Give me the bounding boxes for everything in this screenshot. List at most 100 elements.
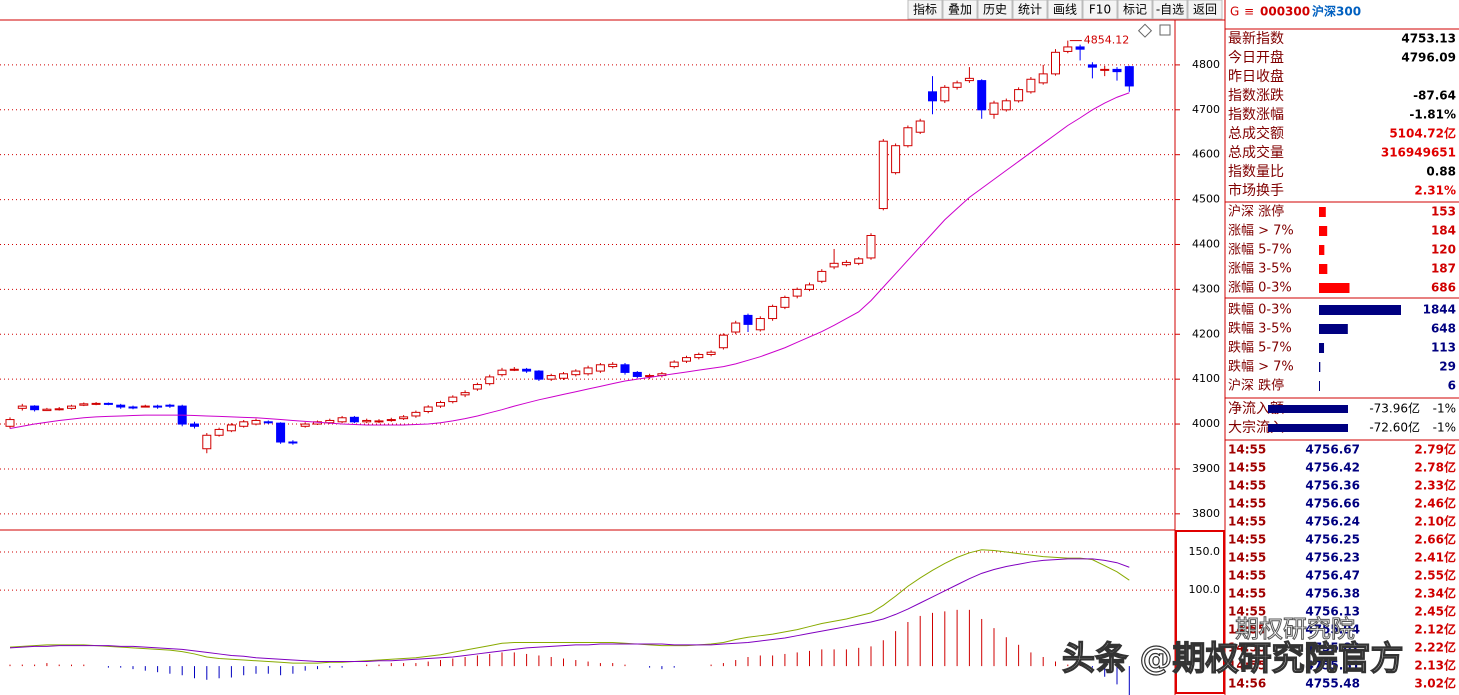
flow-amount: -72.60亿 bbox=[1369, 420, 1420, 435]
tick-time: 14:55 bbox=[1228, 515, 1266, 529]
window-icon[interactable] bbox=[1159, 24, 1171, 36]
breadth-count: 686 bbox=[1431, 281, 1456, 295]
tick-price: 4755.94 bbox=[1305, 623, 1360, 637]
tick-time: 14:55 bbox=[1228, 569, 1266, 583]
toolbar-button[interactable] bbox=[942, 0, 978, 20]
candle-body bbox=[768, 305, 778, 320]
toolbar-label[interactable]: 标记 bbox=[1123, 3, 1147, 17]
quote-value: 2.31% bbox=[1414, 184, 1456, 198]
candle-body bbox=[5, 419, 15, 427]
candle-body bbox=[706, 351, 716, 355]
breadth-label: 跌幅 0-3% bbox=[1228, 302, 1292, 318]
toolbar-button[interactable] bbox=[1117, 0, 1153, 20]
tick-amount: 2.45亿 bbox=[1414, 604, 1456, 619]
quote-value: 0.88 bbox=[1426, 165, 1456, 179]
toolbar-label[interactable]: F10 bbox=[1089, 3, 1111, 17]
tick-time: 14:55 bbox=[1228, 461, 1266, 475]
candle-body bbox=[645, 375, 655, 378]
breadth-label: 涨幅 5-7% bbox=[1228, 243, 1292, 258]
candle-body bbox=[103, 402, 113, 405]
candle-body bbox=[928, 91, 937, 102]
toolbar-button[interactable] bbox=[907, 0, 943, 20]
y-tick-label: 4300 bbox=[1192, 282, 1220, 295]
toolbar-button[interactable] bbox=[1187, 0, 1223, 20]
breadth-label: 跌幅 3-5% bbox=[1228, 321, 1292, 337]
quote-value: -87.64 bbox=[1413, 89, 1456, 103]
tick-time: 14:55 bbox=[1228, 551, 1266, 565]
toolbar-label[interactable]: -自选 bbox=[1156, 3, 1184, 17]
candle-body bbox=[226, 424, 236, 432]
candle-body bbox=[386, 419, 396, 422]
y-tick-label: 4400 bbox=[1192, 237, 1220, 250]
candle-body bbox=[1038, 73, 1048, 84]
y-tick-label: 4600 bbox=[1192, 148, 1220, 161]
tick-price: 4756.67 bbox=[1305, 443, 1360, 457]
candle-body bbox=[755, 318, 765, 331]
candle-body bbox=[559, 373, 568, 379]
candle-body bbox=[239, 421, 249, 427]
toolbar-button[interactable] bbox=[1047, 0, 1083, 20]
tick-amount: 2.34亿 bbox=[1414, 586, 1456, 601]
candle-body bbox=[472, 384, 482, 390]
candle-body bbox=[915, 120, 925, 133]
candle-body bbox=[300, 423, 310, 427]
tick-price: 4756.66 bbox=[1305, 497, 1360, 511]
quote-value: 5104.72亿 bbox=[1389, 126, 1456, 141]
tick-price: 4756.25 bbox=[1305, 533, 1360, 547]
breadth-count: 153 bbox=[1431, 205, 1456, 219]
candle-body bbox=[17, 405, 27, 409]
toolbar-button[interactable] bbox=[1012, 0, 1048, 20]
toolbar-label[interactable]: 叠加 bbox=[948, 3, 972, 17]
candle-body bbox=[54, 408, 64, 411]
breadth-bar bbox=[1319, 226, 1328, 236]
toolbar-label[interactable]: 历史 bbox=[983, 3, 1007, 17]
tick-time: 14:55 bbox=[1228, 587, 1266, 601]
macd-line bbox=[9, 549, 1130, 664]
candle-body bbox=[1112, 68, 1122, 73]
toolbar-button[interactable] bbox=[977, 0, 1013, 20]
candle-body bbox=[829, 262, 839, 268]
toolbar-label[interactable]: 指标 bbox=[913, 2, 937, 17]
watermark-small: 期权研究院 bbox=[1235, 615, 1355, 643]
candle-body bbox=[583, 367, 593, 375]
candle-body bbox=[91, 402, 101, 405]
y-tick-label: 4200 bbox=[1192, 327, 1220, 340]
toolbar-button[interactable] bbox=[1152, 0, 1188, 20]
tick-amount: 2.46亿 bbox=[1414, 496, 1456, 511]
candle-body bbox=[854, 258, 864, 264]
y-tick-label: 3800 bbox=[1192, 507, 1220, 520]
toolbar-label[interactable]: 返回 bbox=[1193, 3, 1217, 17]
breadth-count: 648 bbox=[1431, 322, 1456, 336]
toolbar-label[interactable]: 统计 bbox=[1018, 3, 1042, 17]
candle-body bbox=[841, 261, 851, 266]
breadth-count: 1844 bbox=[1423, 303, 1456, 317]
breadth-bar bbox=[1319, 343, 1325, 353]
candle-body bbox=[964, 77, 974, 82]
candle-body bbox=[1075, 46, 1085, 50]
candle-body bbox=[989, 102, 999, 115]
toolbar-button[interactable] bbox=[1082, 0, 1118, 20]
tick-time: 14:55 bbox=[1228, 641, 1266, 655]
tick-amount: 2.78亿 bbox=[1414, 460, 1456, 475]
tick-amount: 3.02亿 bbox=[1414, 676, 1456, 691]
candle-body bbox=[423, 406, 433, 412]
y-tick-label: 4500 bbox=[1192, 193, 1220, 206]
quote-label: 今日开盘 bbox=[1228, 49, 1284, 66]
candle-body bbox=[522, 368, 532, 372]
tick-price: 4756.38 bbox=[1305, 587, 1360, 601]
tick-amount: 2.10亿 bbox=[1414, 514, 1456, 529]
diamond-icon[interactable] bbox=[1137, 23, 1153, 38]
candle-body bbox=[288, 441, 298, 444]
candle-body bbox=[817, 270, 827, 282]
y-tick-label: 150.0 bbox=[1189, 545, 1221, 558]
candle-body bbox=[509, 368, 519, 371]
toolbar-label[interactable]: 画线 bbox=[1053, 3, 1077, 17]
candle-body bbox=[780, 296, 790, 308]
ma-line bbox=[9, 92, 1130, 430]
candle-body bbox=[263, 421, 273, 424]
candle-body bbox=[940, 86, 950, 102]
quote-label: 市场换手 bbox=[1228, 182, 1284, 199]
candle-body bbox=[682, 357, 691, 362]
breadth-label: 涨幅 3-5% bbox=[1228, 262, 1292, 277]
panel-menu: ≡ bbox=[1244, 5, 1254, 19]
